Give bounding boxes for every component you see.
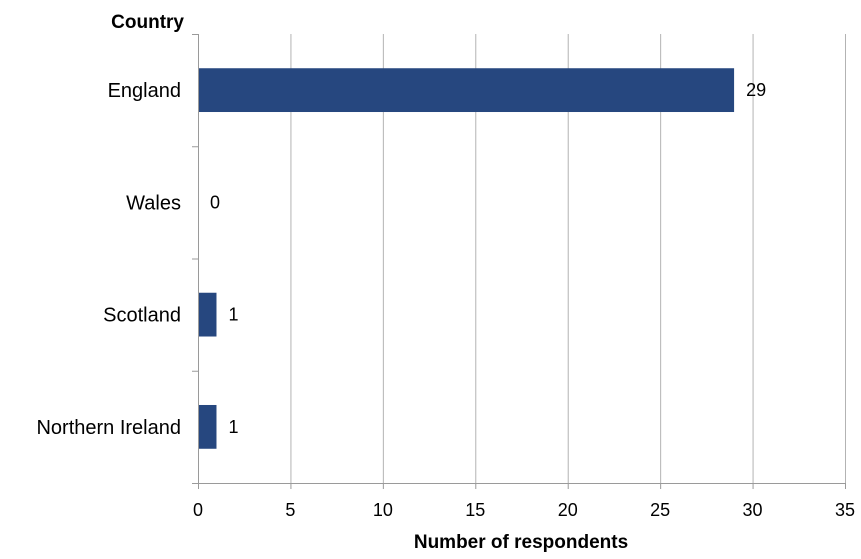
- data-label-scotland: 1: [228, 305, 238, 325]
- x-tick-label-15: 15: [465, 500, 485, 520]
- axes: [192, 34, 846, 489]
- x-tick-label-10: 10: [373, 500, 393, 520]
- category-label-england: England: [108, 80, 181, 102]
- bar-england: [198, 68, 735, 113]
- x-tick-label-30: 30: [743, 500, 763, 520]
- category-label-northern-ireland: Northern Ireland: [36, 417, 181, 439]
- data-label-northern-ireland: 1: [228, 417, 238, 437]
- x-tick-labels: 0 5 10 15 20 25 30 35: [193, 500, 855, 520]
- category-label-wales: Wales: [126, 192, 181, 214]
- bar-northern-ireland: [198, 404, 217, 449]
- x-tick-label-5: 5: [285, 500, 295, 520]
- bar-scotland: [198, 292, 217, 337]
- x-tick-label-20: 20: [558, 500, 578, 520]
- x-tick-label-25: 25: [650, 500, 670, 520]
- x-tick-label-35: 35: [835, 500, 855, 520]
- category-label-scotland: Scotland: [103, 305, 181, 327]
- data-label-wales: 0: [210, 192, 220, 212]
- x-tick-label-0: 0: [193, 500, 203, 520]
- data-labels: 29 0 1 1: [210, 80, 766, 437]
- data-label-england: 29: [746, 80, 766, 100]
- x-axis-title: Number of respondents: [414, 532, 628, 553]
- category-labels: England Wales Scotland Northern Ireland: [36, 80, 181, 439]
- bars: [198, 68, 735, 449]
- y-axis-title: Country: [111, 12, 184, 33]
